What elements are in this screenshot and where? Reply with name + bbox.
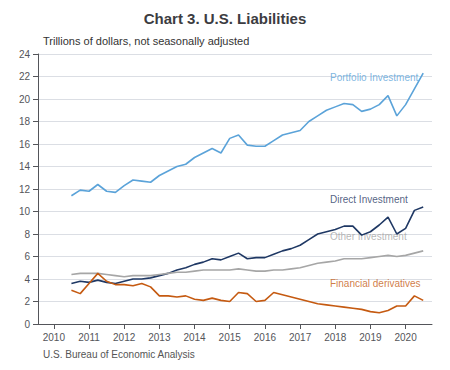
svg-text:24: 24: [19, 49, 31, 60]
svg-text:2019: 2019: [359, 332, 382, 343]
svg-text:Trillions of dollars, not seas: Trillions of dollars, not seasonally adj…: [43, 35, 249, 47]
svg-text:16: 16: [19, 139, 31, 150]
svg-text:12: 12: [19, 184, 31, 195]
svg-text:Financial derivatives: Financial derivatives: [330, 278, 421, 289]
svg-text:6: 6: [24, 251, 30, 262]
svg-text:0: 0: [24, 319, 30, 330]
svg-text:2: 2: [24, 296, 30, 307]
svg-text:2014: 2014: [183, 332, 206, 343]
svg-text:Other Investment: Other Investment: [330, 230, 407, 242]
svg-text:10: 10: [19, 206, 31, 217]
svg-text:2017: 2017: [289, 332, 312, 343]
svg-text:2015: 2015: [219, 332, 242, 343]
svg-text:2013: 2013: [148, 332, 171, 343]
svg-text:20: 20: [19, 94, 31, 105]
svg-text:8: 8: [24, 229, 30, 240]
svg-text:Chart 3. U.S. Liabilities: Chart 3. U.S. Liabilities: [144, 10, 307, 27]
svg-text:2020: 2020: [394, 332, 417, 343]
svg-text:2016: 2016: [254, 332, 277, 343]
svg-text:2010: 2010: [43, 332, 66, 343]
svg-text:Direct Investment: Direct Investment: [330, 194, 408, 205]
svg-text:14: 14: [19, 161, 31, 172]
svg-text:4: 4: [24, 274, 30, 285]
svg-text:2018: 2018: [324, 332, 347, 343]
svg-text:2011: 2011: [78, 332, 100, 343]
svg-text:U.S. Bureau of Economic Analys: U.S. Bureau of Economic Analysis: [43, 349, 195, 360]
svg-text:Portfolio Investment: Portfolio Investment: [330, 72, 419, 83]
svg-text:18: 18: [19, 116, 31, 127]
svg-text:2012: 2012: [113, 332, 136, 343]
svg-text:22: 22: [19, 71, 31, 82]
